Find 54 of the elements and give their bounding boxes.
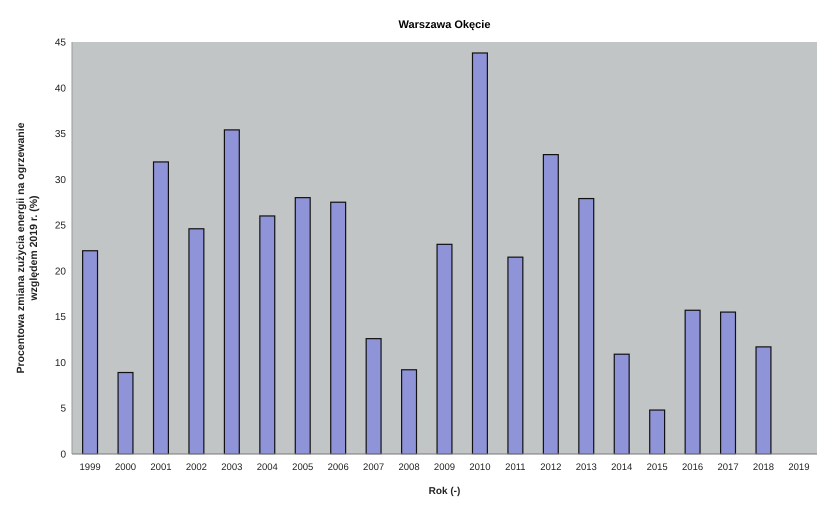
bar [578,198,594,455]
x-tick-label: 2010 [469,462,491,473]
bar [259,215,276,455]
bar [472,52,488,455]
x-axis-title: Rok (-) [428,486,460,497]
chart-title: Warszawa Okęcie [398,19,490,31]
bar [542,154,559,455]
x-tick-label: 1999 [80,462,101,473]
bar [152,161,170,455]
x-tick-label: 2012 [540,462,562,473]
y-tick-label: 15 [54,312,66,324]
x-tick-label: 2003 [221,462,242,473]
y-tick-label: 10 [54,358,66,369]
x-tick-label: 2014 [611,462,632,473]
y-axis-title: Procentowa zmiana zużycia energii na ogrzewanie względem 2019 r. (%) [15,122,40,374]
x-tick-label: 2015 [646,462,668,473]
x-tick-label: 2007 [363,462,384,473]
y-tick-label: 0 [60,450,66,460]
bar [649,409,666,455]
y-tick-label: 30 [54,174,66,186]
x-tick-label: 2019 [788,462,810,473]
x-tick-label: 2004 [256,462,278,473]
x-tick-label: 2000 [114,462,136,473]
y-tick-label: 20 [54,266,66,278]
x-tick-label: 2016 [682,462,704,473]
y-tick-label: 45 [54,38,66,48]
bar [117,372,134,455]
x-tick-label: 2009 [434,462,456,473]
bar [614,354,630,455]
x-tick-label: 2008 [398,462,420,473]
y-tick-label: 40 [54,83,66,94]
y-tick-label: 35 [54,129,66,140]
x-tick-label: 2017 [717,462,739,473]
bar [401,369,418,455]
x-tick-label: 2018 [752,462,774,473]
bar [366,338,382,455]
bar [507,256,524,455]
x-tick-label: 2013 [576,462,597,473]
bar [684,310,701,455]
y-tick-label: 5 [60,404,66,415]
bar [436,244,453,455]
x-tick-label: 2006 [328,462,349,473]
bar [294,197,311,455]
x-tick-label: 2011 [505,462,526,473]
y-tick-label: 25 [54,220,66,232]
bar [82,250,98,455]
x-tick-label: 2005 [292,462,314,473]
bar [224,129,240,455]
bar [755,346,772,455]
x-tick-label: 2002 [186,462,207,473]
bar [188,228,204,455]
x-tick-label: 2001 [150,462,172,473]
bar [720,311,736,455]
bar [330,202,346,455]
